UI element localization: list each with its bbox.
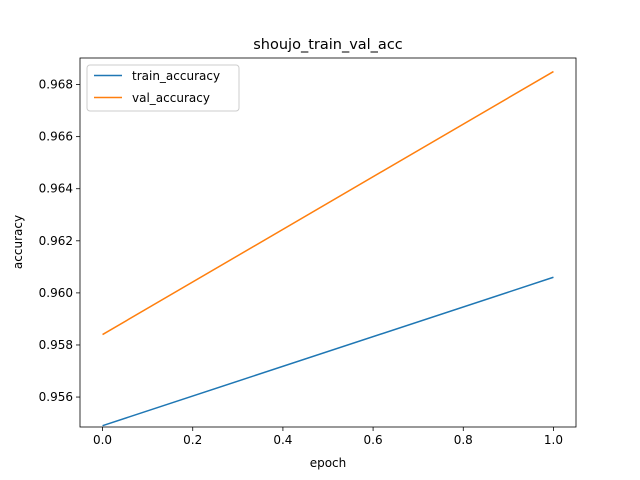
plot-area: [79, 57, 577, 428]
y-tick-label: 0.968: [39, 78, 73, 92]
x-tick-label: 0.4: [273, 433, 292, 447]
y-axis-label: accuracy: [11, 215, 25, 269]
series-lines: [102, 70, 554, 427]
y-tick-label: 0.960: [39, 286, 73, 300]
x-tick-label: 1.0: [544, 433, 563, 447]
x-axis-ticks: 0.0 0.2 0.4 0.6 0.8 1.0: [93, 427, 563, 447]
y-axis-ticks: 0.956 0.958 0.960 0.962 0.964 0.966 0.968: [39, 78, 80, 404]
y-tick-label: 0.958: [39, 338, 73, 352]
legend-box: [86, 64, 240, 112]
legend-label-val-accuracy: val_accuracy: [132, 91, 210, 105]
y-tick-label: 0.956: [39, 390, 73, 404]
x-tick-label: 0.0: [93, 433, 112, 447]
x-axis-label: epoch: [310, 456, 347, 470]
legend-label-train-accuracy: train_accuracy: [132, 69, 220, 83]
series-line-train-accuracy: [102, 276, 554, 427]
y-tick-label: 0.964: [39, 182, 73, 196]
x-tick-label: 0.2: [183, 433, 202, 447]
y-tick-label: 0.962: [39, 234, 73, 248]
y-tick-label: 0.966: [39, 130, 73, 144]
x-tick-label: 0.6: [364, 433, 383, 447]
chart-title: shoujo_train_val_acc: [253, 37, 403, 53]
x-tick-label: 0.8: [454, 433, 473, 447]
legend: train_accuracy val_accuracy: [86, 64, 240, 112]
series-line-val-accuracy: [102, 70, 554, 336]
